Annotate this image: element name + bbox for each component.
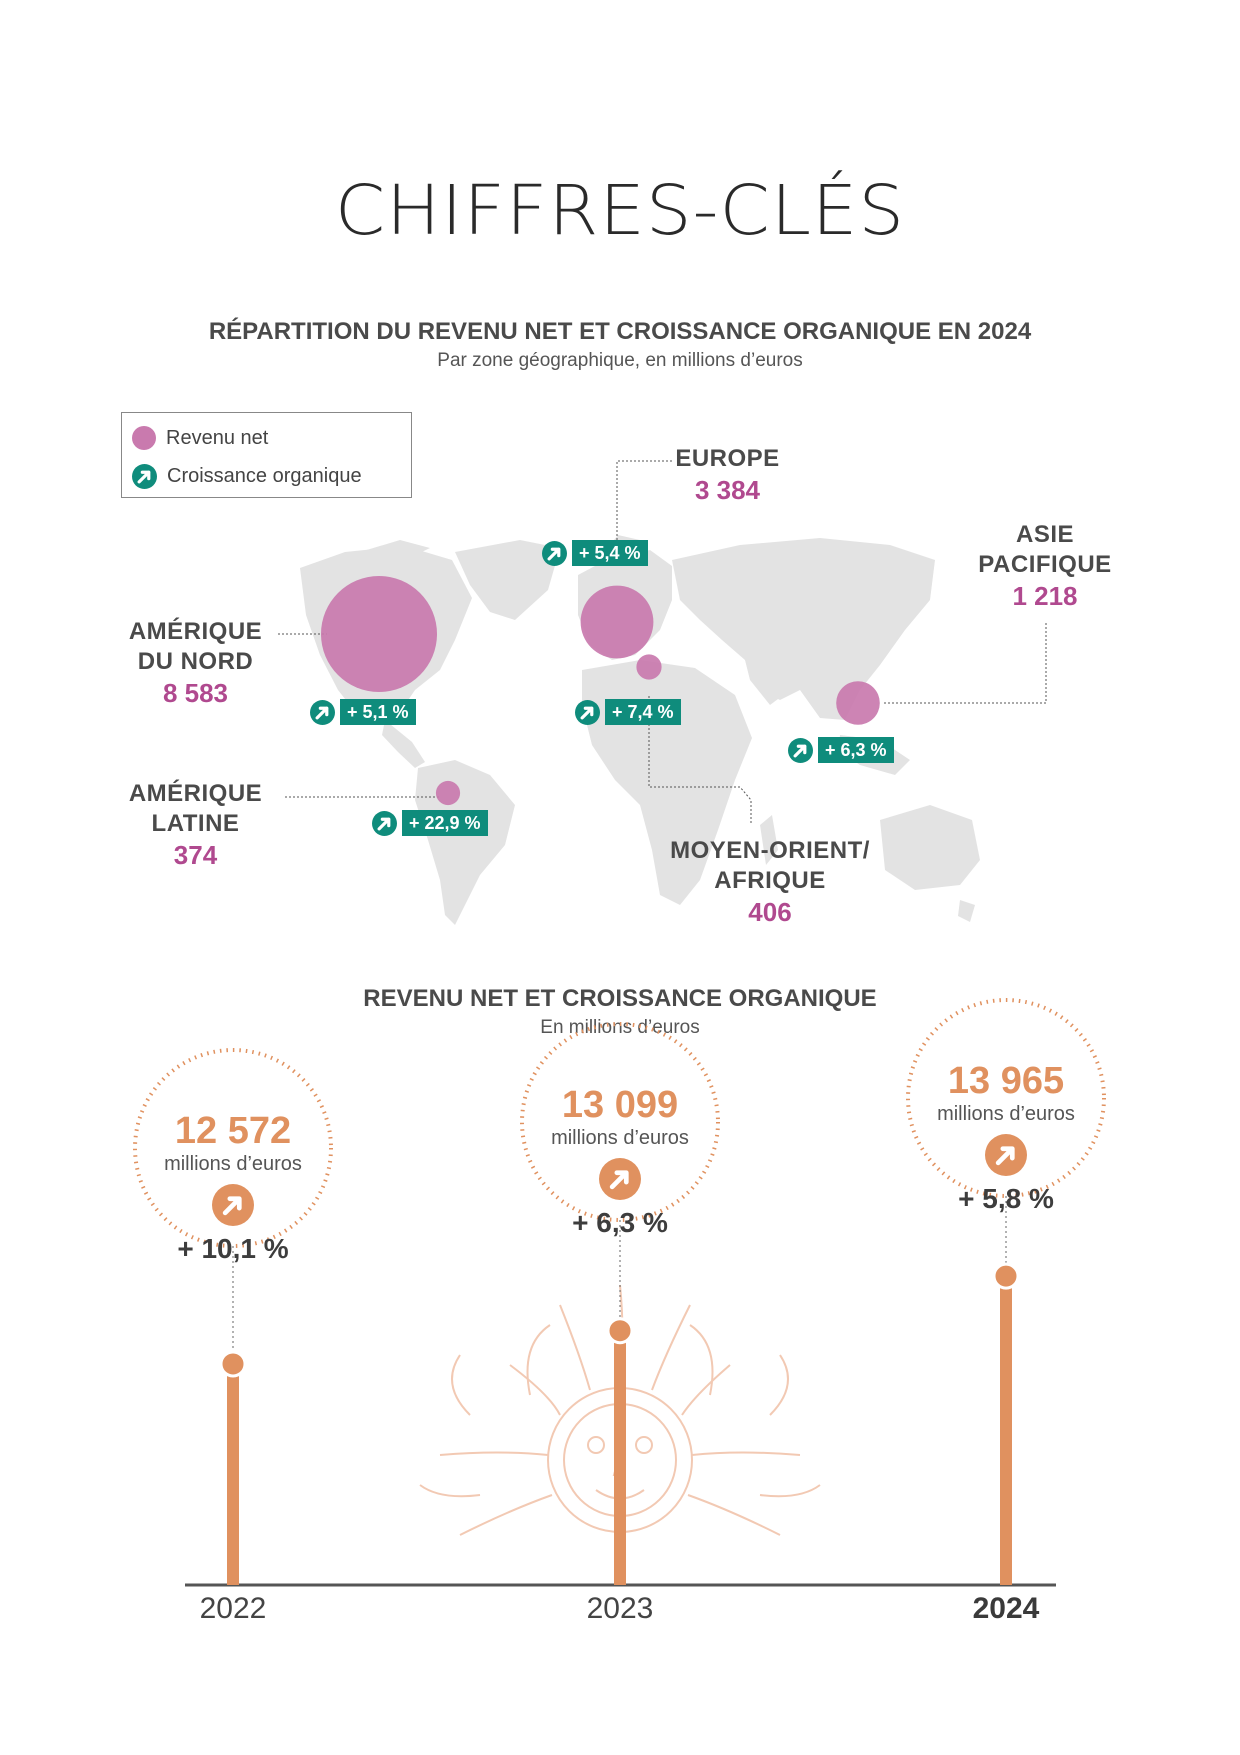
growth-value: + 5,4 % (572, 540, 648, 566)
growth-badge-asia-pacific: + 6,3 % (788, 737, 894, 763)
growth-value: + 7,4 % (605, 699, 681, 725)
revenue-bar-2023 (614, 1330, 626, 1585)
sun-emblem-logo (419, 1285, 821, 1536)
map-section-subtitle: Par zone géographique, en millions d’eur… (437, 350, 803, 371)
year-label-2022: 2022 (199, 1592, 267, 1625)
growth-arrow-icon (542, 540, 567, 566)
leader-lines (278, 460, 1047, 825)
revenue-unit: millions d’euros (937, 1103, 1075, 1125)
growth-arrow-icon (575, 699, 600, 725)
revenue-bubble-middle-east-africa (636, 654, 662, 680)
region-name-line: AMÉRIQUE (128, 618, 263, 645)
growth-arrow-icon (212, 1184, 254, 1226)
year-label-2024: 2024 (972, 1592, 1040, 1625)
growth-arrow-icon (985, 1134, 1027, 1176)
revenue-bubble-north-america (321, 576, 437, 692)
revenue-bubbles (321, 576, 880, 806)
growth-arrow-icon (788, 737, 813, 763)
year-bubble-2024: 13 965 millions d’euros + 5,8 % (906, 1060, 1106, 1216)
year-bubble-2023: 13 099 millions d’euros + 6,3 % (520, 1084, 720, 1240)
dotted-ring-2023 (520, 1022, 720, 1222)
region-revenue-value: 374 (173, 840, 218, 870)
revenue-swatch (132, 426, 156, 450)
map-legend: Revenu net Croissance organique (121, 412, 412, 498)
legend-growth-label: Croissance organique (167, 464, 362, 487)
timeline-section-title: REVENU NET ET CROISSANCE ORGANIQUE (363, 985, 877, 1012)
legend-item-growth: Croissance organique (132, 461, 362, 491)
region-label-latin-america: AMÉRIQUE LATINE 374 (113, 779, 278, 871)
dotted-ring-2024 (906, 998, 1106, 1198)
growth-badge-latin-america: + 22,9 % (372, 810, 488, 836)
growth-value: + 6,3 % (572, 1207, 668, 1238)
growth-value: + 6,3 % (818, 737, 894, 763)
growth-badge-north-america: + 5,1 % (310, 699, 416, 725)
bar-cap-2022 (219, 1350, 247, 1378)
year-label-2023: 2023 (586, 1592, 654, 1625)
growth-badge-europe: + 5,4 % (542, 540, 648, 566)
revenue-unit: millions d’euros (164, 1153, 302, 1175)
year-bubble-2022: 12 572 millions d’euros + 10,1 % (133, 1110, 333, 1266)
region-name-line: ASIE (1015, 521, 1074, 548)
growth-value: + 10,1 % (177, 1233, 289, 1264)
region-name-line: AFRIQUE (714, 867, 826, 894)
region-label-europe: EUROPE 3 384 (655, 444, 800, 506)
revenue-value: 13 099 (561, 1084, 679, 1126)
revenue-bubble-europe (580, 585, 654, 659)
legend-revenue-label: Revenu net (166, 426, 269, 449)
region-name-line: EUROPE (675, 445, 780, 472)
page-title: CHIFFRES-CLÉS (334, 170, 906, 250)
region-label-north-america: AMÉRIQUE DU NORD 8 583 (113, 617, 278, 709)
dotted-ring-2022 (133, 1048, 333, 1248)
revenue-value: 12 572 (174, 1110, 292, 1152)
region-name-line: PACIFIQUE (978, 551, 1112, 578)
region-revenue-value: 3 384 (694, 475, 761, 505)
growth-arrow-icon (132, 463, 157, 489)
region-revenue-value: 1 218 (1012, 581, 1078, 611)
growth-value: + 5,1 % (340, 699, 416, 725)
region-revenue-value: 8 583 (162, 678, 229, 708)
map-section-title: RÉPARTITION DU REVENU NET ET CROISSANCE … (208, 318, 1032, 345)
growth-arrow-icon (599, 1158, 641, 1200)
revenue-bubble-latin-america (435, 780, 461, 806)
region-label-middle-east-africa: MOYEN-ORIENT/ AFRIQUE 406 (650, 836, 890, 928)
growth-value: + 5,8 % (958, 1183, 1054, 1214)
region-name-line: DU NORD (137, 648, 254, 675)
region-name-line: AMÉRIQUE (128, 780, 263, 807)
growth-arrow-icon (310, 699, 335, 725)
region-revenue-value: 406 (748, 897, 792, 927)
growth-badge-middle-east-africa: + 7,4 % (575, 699, 681, 725)
revenue-bubble-asia-pacific (836, 681, 880, 725)
region-name-line: LATINE (151, 810, 240, 837)
revenue-bar-2022 (227, 1363, 239, 1585)
legend-item-revenue: Revenu net (132, 423, 268, 453)
region-name-line: MOYEN-ORIENT/ (670, 837, 870, 864)
growth-arrow-icon (372, 810, 397, 836)
region-label-asia-pacific: ASIE PACIFIQUE 1 218 (960, 520, 1130, 612)
bar-cap-2023 (606, 1317, 634, 1345)
growth-value: + 22,9 % (402, 810, 488, 836)
revenue-bar-2024 (1000, 1276, 1012, 1585)
revenue-value: 13 965 (947, 1060, 1065, 1102)
revenue-unit: millions d’euros (551, 1127, 689, 1149)
bar-cap-2024 (992, 1262, 1020, 1290)
timeline-section-subtitle: En millions d’euros (540, 1017, 700, 1038)
